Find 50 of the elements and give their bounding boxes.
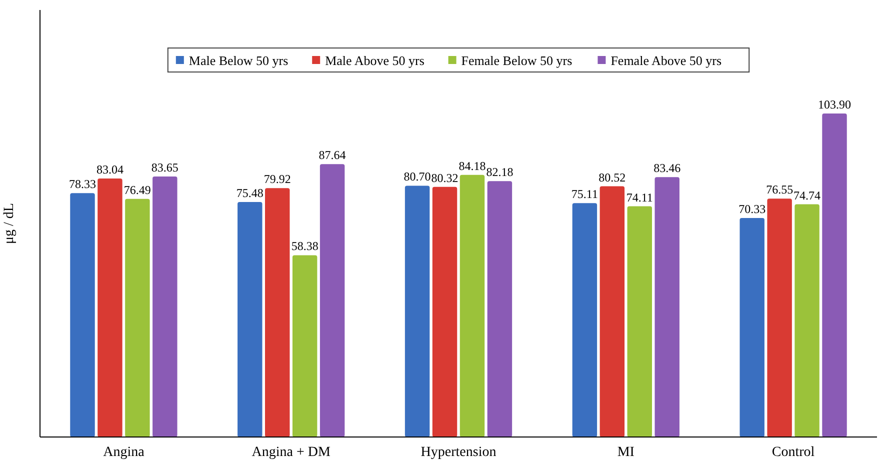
data-label: 80.70 <box>404 170 431 184</box>
data-label: 75.11 <box>571 187 598 202</box>
data-label: 82.18 <box>486 165 514 180</box>
bar <box>654 177 680 437</box>
data-label: 87.64 <box>318 148 346 162</box>
bar <box>125 198 150 437</box>
bar <box>822 114 847 437</box>
x-tick-label: Angina <box>103 445 146 460</box>
data-label: 74.11 <box>626 190 653 204</box>
legend-label: Male Below 50 yrs <box>188 53 288 68</box>
data-label: 79.92 <box>264 172 291 186</box>
data-label: 83.46 <box>654 161 681 176</box>
bar <box>487 181 512 437</box>
bar <box>152 176 178 437</box>
bar <box>740 218 764 437</box>
bar <box>238 202 262 437</box>
legend-label: Male Above 50 yrs <box>325 53 424 68</box>
bar <box>432 186 458 437</box>
y-axis-title: μg / dL <box>2 203 17 244</box>
data-label: 75.48 <box>236 186 264 200</box>
data-label: 103.90 <box>818 98 852 112</box>
data-label: 83.04 <box>96 162 124 176</box>
x-tick-label: Hypertension <box>420 445 496 460</box>
x-tick-label: Angina + DM <box>252 445 331 460</box>
bar <box>404 186 430 437</box>
bar <box>265 188 290 437</box>
data-label: 74.74 <box>794 188 821 202</box>
bar <box>600 186 625 437</box>
x-tick-label: MI <box>617 445 635 460</box>
data-label: 76.55 <box>766 182 794 197</box>
data-label: 80.32 <box>431 170 458 185</box>
data-label: 58.38 <box>291 239 318 254</box>
bar <box>572 203 598 437</box>
bar <box>794 204 820 437</box>
bar <box>292 255 318 437</box>
bar <box>627 206 652 437</box>
data-label: 70.33 <box>738 202 766 216</box>
data-label: 83.65 <box>151 160 178 175</box>
data-label: 84.18 <box>458 158 486 173</box>
bar <box>460 174 485 437</box>
bar <box>320 164 345 437</box>
x-tick-label: Control <box>772 445 815 460</box>
data-label: 80.52 <box>598 170 626 184</box>
bar <box>767 198 792 437</box>
data-label: 76.49 <box>124 182 151 197</box>
data-label: 78.33 <box>68 177 96 192</box>
bar <box>70 193 95 437</box>
legend-label: Female Above 50 yrs <box>610 53 722 68</box>
legend-label: Female Below 50 yrs <box>461 53 572 68</box>
bar <box>98 178 122 437</box>
